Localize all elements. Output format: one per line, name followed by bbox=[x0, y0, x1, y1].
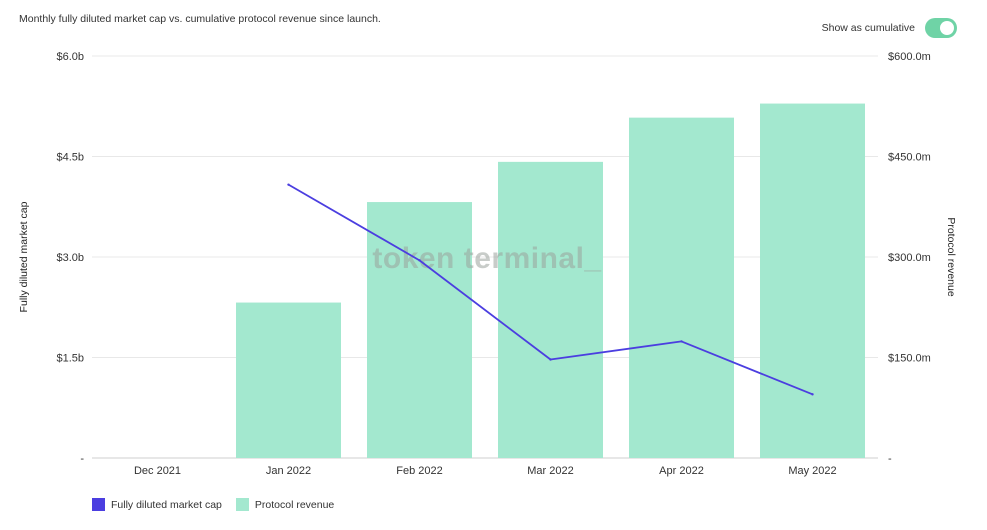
right-tick-label: - bbox=[888, 453, 892, 465]
market-cap-point bbox=[287, 183, 290, 186]
x-tick-label: Jan 2022 bbox=[266, 465, 311, 477]
legend-swatch-protocol-revenue bbox=[235, 498, 249, 511]
market-cap-point bbox=[549, 358, 552, 361]
x-tick-label: May 2022 bbox=[788, 465, 836, 477]
left-axis-title: Fully diluted market cap bbox=[18, 201, 30, 312]
chart-legend: Fully diluted market cap Protocol revenu… bbox=[92, 498, 334, 511]
legend-item-market-cap[interactable]: Fully diluted market cap bbox=[92, 498, 222, 511]
x-tick-label: Dec 2021 bbox=[134, 465, 181, 477]
left-tick-label: - bbox=[80, 453, 84, 465]
grid-lines bbox=[92, 55, 878, 459]
toggle-knob bbox=[940, 21, 954, 35]
x-tick-label: Feb 2022 bbox=[396, 465, 442, 477]
legend-label-market-cap: Fully diluted market cap bbox=[111, 498, 222, 511]
revenue-bar bbox=[498, 161, 603, 459]
market-cap-point bbox=[811, 393, 814, 396]
cumulative-toggle-group: Show as cumulative bbox=[822, 18, 957, 38]
right-tick-label: $300.0m bbox=[888, 252, 931, 264]
x-axis-ticks: Dec 2021 Jan 2022 Feb 2022 Mar 2022 Apr 2022… bbox=[134, 465, 837, 477]
revenue-bar bbox=[760, 103, 865, 458]
left-tick-label: $3.0b bbox=[56, 252, 84, 264]
right-tick-label: $450.0m bbox=[888, 152, 931, 164]
revenue-bars bbox=[236, 103, 865, 459]
market-cap-point bbox=[680, 340, 683, 343]
chart-subtitle: Monthly fully diluted market cap vs. cum… bbox=[19, 13, 381, 25]
legend-item-protocol-revenue[interactable]: Protocol revenue bbox=[235, 498, 335, 511]
legend-swatch-market-cap bbox=[92, 498, 105, 511]
right-tick-label: $150.0m bbox=[888, 353, 931, 365]
revenue-bar bbox=[367, 202, 472, 458]
revenue-bar bbox=[629, 117, 734, 458]
left-axis-ticks: - $1.5b $3.0b $4.5b $6.0b bbox=[56, 51, 84, 465]
left-tick-label: $4.5b bbox=[56, 152, 84, 164]
cumulative-toggle-label: Show as cumulative bbox=[821, 22, 915, 34]
x-tick-label: Mar 2022 bbox=[527, 465, 573, 477]
combo-chart: token terminal_ - $1.5b $3.0b $4.5b $6.0b - $… bbox=[18, 51, 957, 477]
right-axis-ticks: - $150.0m $300.0m $450.0m $600.0m bbox=[888, 51, 931, 465]
market-cap-line bbox=[287, 183, 814, 396]
x-tick-label: Apr 2022 bbox=[659, 465, 704, 477]
market-cap-point bbox=[418, 259, 421, 262]
revenue-bar bbox=[236, 302, 341, 458]
watermark-text: token terminal_ bbox=[372, 242, 601, 275]
right-axis-title: Protocol revenue bbox=[945, 217, 957, 297]
cumulative-toggle-switch[interactable] bbox=[925, 18, 957, 38]
left-tick-label: $6.0b bbox=[56, 51, 84, 63]
left-tick-label: $1.5b bbox=[56, 353, 84, 365]
right-tick-label: $600.0m bbox=[888, 51, 931, 63]
legend-label-protocol-revenue: Protocol revenue bbox=[254, 498, 335, 511]
